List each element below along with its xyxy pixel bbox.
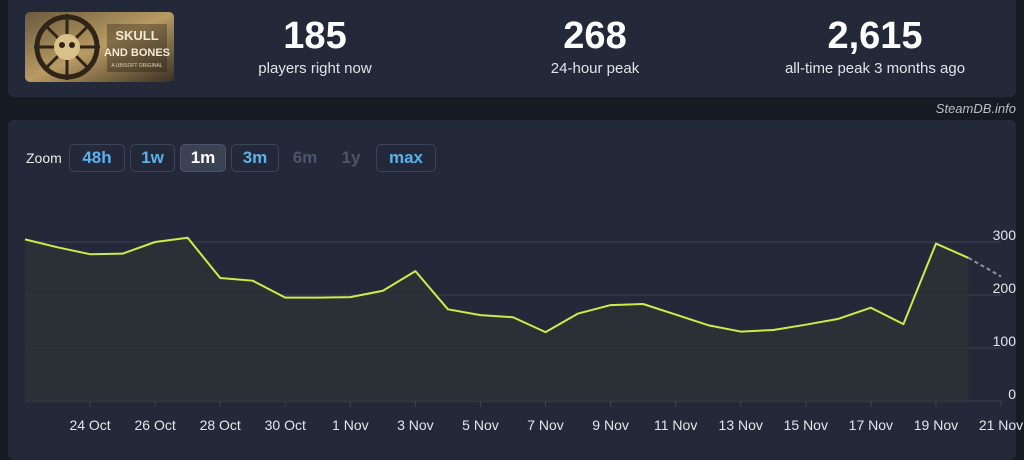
zoom-button-1y: 1y <box>341 148 361 167</box>
stat-label: 24-hour peak <box>550 60 640 77</box>
x-tick-label: 28 Oct <box>200 417 241 433</box>
stat-value: 2,615 <box>827 15 923 57</box>
x-tick-label: 26 Oct <box>135 417 176 433</box>
x-tick-label: 3 Nov <box>397 417 434 433</box>
stat-24h-peak: 268 24-hour peak <box>495 14 695 77</box>
stat-value: 268 <box>563 15 627 57</box>
zoom-button-3m[interactable]: 3m <box>231 144 279 172</box>
x-tick-label: 24 Oct <box>69 417 110 433</box>
series-area-fill <box>25 237 969 401</box>
logo-text-skull: SKULL <box>115 28 158 43</box>
x-tick-label: 17 Nov <box>849 417 893 433</box>
stat-label: players right now <box>258 60 372 77</box>
x-tick-label: 9 Nov <box>592 417 629 433</box>
x-tick-label: 11 Nov <box>654 417 697 433</box>
x-tick-label: 5 Nov <box>462 417 499 433</box>
x-tick-label: 7 Nov <box>527 417 564 433</box>
zoom-button-max[interactable]: max <box>376 144 436 172</box>
game-logo[interactable]: SKULL AND BONES A UBISOFT ORIGINAL <box>25 12 174 82</box>
y-tick-label: 200 <box>993 280 1017 296</box>
series-projection-line <box>967 257 1002 278</box>
x-tick-label: 21 Nov <box>979 417 1023 433</box>
zoom-button-48h[interactable]: 48h <box>69 144 125 172</box>
x-tick-label: 19 Nov <box>914 417 958 433</box>
y-tick-label: 100 <box>993 333 1017 349</box>
zoom-button-1w[interactable]: 1w <box>130 144 175 172</box>
zoom-button-1m[interactable]: 1m <box>180 144 226 172</box>
y-tick-label: 300 <box>993 227 1017 243</box>
x-tick-label: 13 Nov <box>719 417 763 433</box>
zoom-button-6m: 6m <box>292 148 318 167</box>
x-tick-label: 1 Nov <box>332 417 369 433</box>
stat-players-now: 185 players right now <box>215 14 415 77</box>
x-tick-label: 30 Oct <box>265 417 306 433</box>
logo-text-publisher: A UBISOFT ORIGINAL <box>111 63 163 69</box>
game-logo-art: SKULL AND BONES A UBISOFT ORIGINAL <box>25 12 174 82</box>
series-line <box>24 236 969 334</box>
zoom-label: Zoom <box>26 150 62 166</box>
stat-all-time-peak: 2,615 all-time peak 3 months ago <box>755 14 995 77</box>
logo-text-bones: AND BONES <box>104 47 170 59</box>
y-tick-label: 0 <box>1008 386 1016 402</box>
x-tick-label: 15 Nov <box>784 417 828 433</box>
stat-label: all-time peak 3 months ago <box>784 60 966 77</box>
stat-value: 185 <box>283 15 347 57</box>
steamdb-credit[interactable]: SteamDB.info <box>935 101 1016 116</box>
stats-header <box>8 0 1016 97</box>
